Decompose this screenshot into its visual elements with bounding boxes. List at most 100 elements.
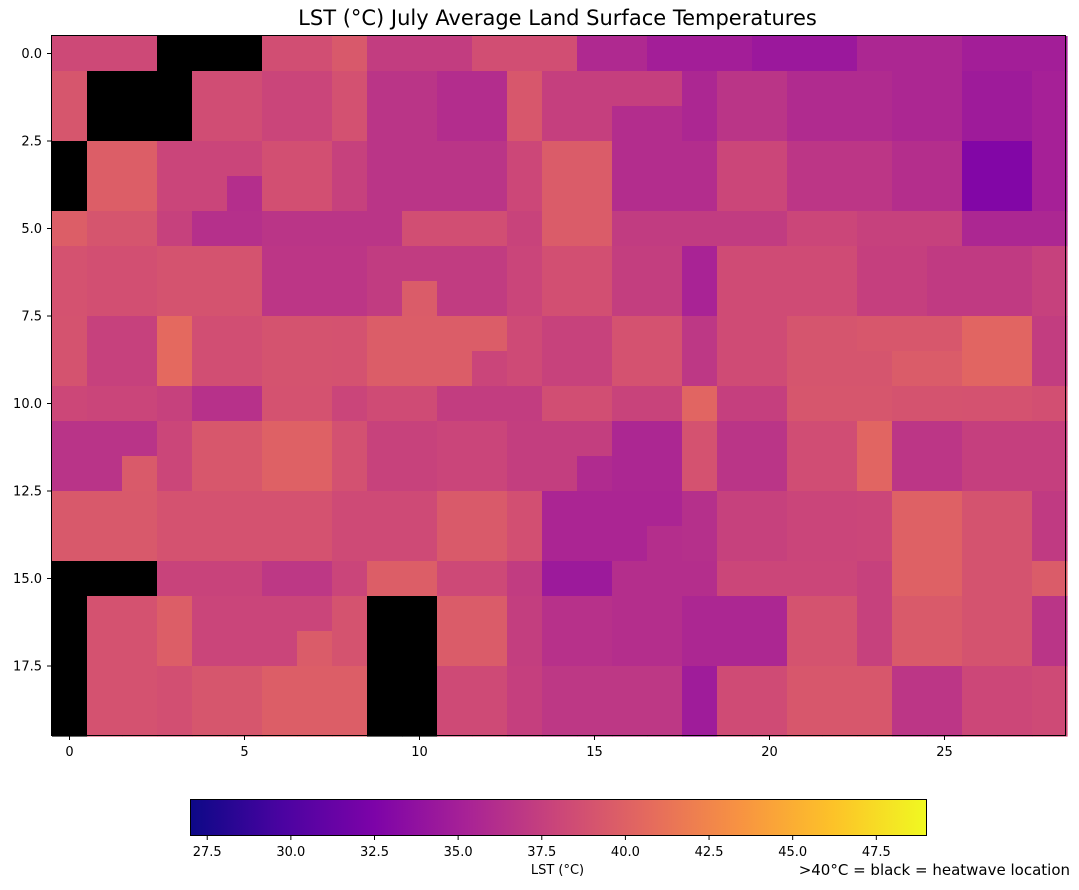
heatmap-cell: [647, 631, 683, 667]
heatmap-cell: [787, 701, 823, 737]
heatmap-cell: [997, 526, 1033, 562]
heatmap-cell: [962, 456, 998, 492]
heatmap-cell: [612, 386, 648, 422]
heatwave-cell: [52, 176, 88, 212]
heatmap-cell: [297, 351, 333, 387]
heatmap-cell: [682, 36, 718, 72]
heatmap-cell: [472, 456, 508, 492]
heatmap-cell: [647, 176, 683, 212]
heatmap-cell: [227, 666, 263, 702]
heatmap-cell: [192, 316, 228, 352]
heatmap-cell: [787, 176, 823, 212]
heatmap-cell: [577, 36, 613, 72]
heatmap-cell: [577, 386, 613, 422]
heatmap-cell: [1032, 211, 1068, 247]
heatmap-cell: [682, 351, 718, 387]
heatmap-cell: [612, 596, 648, 632]
heatmap-cell: [892, 351, 928, 387]
heatmap-cell: [402, 246, 438, 282]
heatmap-cell: [682, 596, 718, 632]
heatmap-cell: [542, 386, 578, 422]
heatmap-cell: [787, 456, 823, 492]
heatmap-cell: [857, 246, 893, 282]
heatmap-cell: [297, 491, 333, 527]
heatmap-cell: [472, 561, 508, 597]
heatmap-cell: [822, 491, 858, 527]
heatwave-cell: [87, 561, 123, 597]
heatmap-cell: [437, 526, 473, 562]
heatmap-cell: [297, 281, 333, 317]
heatmap-cell: [577, 561, 613, 597]
colorbar-tick-label: 47.5: [862, 845, 891, 860]
heatmap-cell: [367, 176, 403, 212]
heatmap-cell: [437, 701, 473, 737]
heatmap-cell: [647, 351, 683, 387]
heatmap-cell: [367, 71, 403, 107]
heatmap-cell: [157, 141, 193, 177]
heatmap-cell: [682, 701, 718, 737]
heatmap-cell: [297, 36, 333, 72]
heatmap-cell: [997, 316, 1033, 352]
heatmap-cell: [507, 456, 543, 492]
heatmap-cell: [52, 211, 88, 247]
heatmap-cell: [857, 526, 893, 562]
heatmap-cell: [752, 421, 788, 457]
heatmap-cell: [262, 351, 298, 387]
heatmap-cell: [927, 211, 963, 247]
heatmap-cell: [612, 246, 648, 282]
heatmap-cell: [997, 36, 1033, 72]
heatmap-cell: [1032, 596, 1068, 632]
heatmap-cell: [892, 246, 928, 282]
heatmap-cell: [997, 456, 1033, 492]
heatmap-cell: [1032, 176, 1068, 212]
heatmap-cell: [647, 491, 683, 527]
heatmap-cell: [367, 386, 403, 422]
heatmap-cell: [402, 561, 438, 597]
heatmap-cell: [87, 36, 123, 72]
heatmap-cell: [157, 561, 193, 597]
heatmap-cell: [332, 561, 368, 597]
heatmap-cell: [857, 106, 893, 142]
heatmap-cell: [507, 141, 543, 177]
heatmap-cell: [192, 71, 228, 107]
heatwave-cell: [367, 596, 403, 632]
heatmap-cell: [927, 561, 963, 597]
heatmap-cell: [87, 176, 123, 212]
heatmap-cell: [1032, 561, 1068, 597]
heatmap-cell: [927, 176, 963, 212]
heatmap-cell: [682, 386, 718, 422]
heatmap-cell: [892, 36, 928, 72]
heatmap-cell: [717, 701, 753, 737]
heatmap-cell: [1032, 36, 1068, 72]
heatmap-cell: [997, 176, 1033, 212]
heatmap-cell: [367, 316, 403, 352]
y-tick-label: 7.5: [21, 310, 42, 325]
heatmap-cell: [472, 211, 508, 247]
heatmap-cell: [332, 71, 368, 107]
heatmap-cell: [612, 421, 648, 457]
heatwave-cell: [122, 71, 158, 107]
heatmap-cell: [857, 316, 893, 352]
heatmap-cell: [332, 491, 368, 527]
heatmap-cell: [262, 281, 298, 317]
heatmap-cell: [332, 281, 368, 317]
heatmap-cell: [682, 491, 718, 527]
heatmap-cell: [332, 246, 368, 282]
heatwave-cell: [402, 666, 438, 702]
heatmap-cell: [297, 596, 333, 632]
heatmap-cell: [507, 596, 543, 632]
y-tick-label: 0.0: [21, 47, 42, 62]
heatmap-cell: [227, 526, 263, 562]
heatmap-cell: [332, 631, 368, 667]
heatmap-cell: [262, 246, 298, 282]
heatmap-cell: [647, 421, 683, 457]
heatmap-cell: [262, 176, 298, 212]
heatmap-cell: [997, 631, 1033, 667]
heatmap-cell: [577, 666, 613, 702]
heatmap-cell: [752, 316, 788, 352]
heatmap-cell: [682, 666, 718, 702]
colorbar-tick-label: 32.5: [360, 845, 389, 860]
heatmap-cell: [297, 71, 333, 107]
heatmap-cell: [472, 491, 508, 527]
heatmap-cell: [1032, 316, 1068, 352]
